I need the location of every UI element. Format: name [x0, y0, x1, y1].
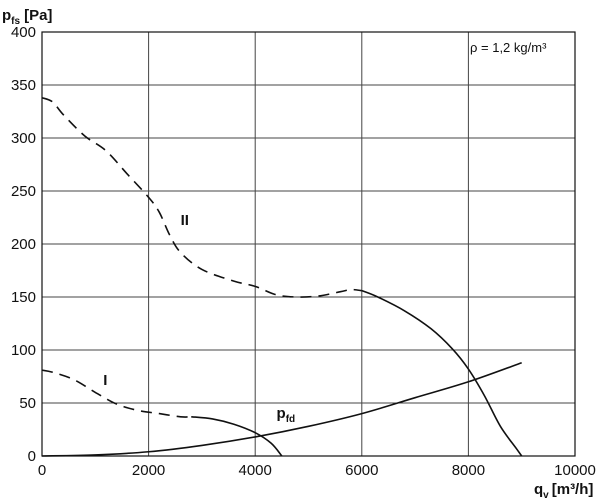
curve-label-main: I — [103, 372, 107, 389]
series-i-dashed — [41, 369, 192, 418]
curve-label-main: II — [181, 212, 189, 229]
y-axis-label-unit: [Pa] — [24, 7, 52, 24]
y-tick-label: 50 — [19, 395, 36, 412]
x-tick-label: 0 — [38, 462, 46, 479]
y-tick-label: 0 — [28, 448, 36, 465]
y-tick-label: 350 — [11, 77, 36, 94]
y-tick-label: 400 — [11, 24, 36, 41]
curve-label-main: p — [277, 405, 286, 422]
x-axis-label-main: q — [534, 481, 543, 498]
plot-frame — [41, 31, 576, 457]
y-axis-label-sub: fs — [11, 16, 20, 27]
series-ii-solid — [361, 289, 523, 457]
x-axis-label: qv [m³/h] — [534, 481, 593, 501]
curve-label: II — [181, 212, 189, 229]
y-tick-label: 100 — [11, 342, 36, 359]
x-tick-label: 10000 — [554, 462, 596, 479]
series-ii-dashed — [41, 96, 362, 298]
y-tick-label: 150 — [11, 289, 36, 306]
y-axis-label-main: p — [2, 7, 11, 24]
grid — [42, 32, 575, 456]
y-tick-label: 300 — [11, 130, 36, 147]
x-tick-label: 4000 — [239, 462, 272, 479]
series-layer — [41, 96, 523, 457]
x-tick-label: 6000 — [345, 462, 378, 479]
x-axis-label-unit: [m³/h] — [552, 481, 594, 498]
y-tick-label: 200 — [11, 236, 36, 253]
curve-label: I — [103, 372, 107, 389]
x-tick-label: 2000 — [132, 462, 165, 479]
series-p-fd-solid — [41, 361, 522, 457]
curve-label: pfd — [277, 405, 296, 425]
y-axis-label: pfs [Pa] — [2, 7, 52, 27]
curve-label-sub: fd — [286, 414, 295, 425]
density-annotation: ρ = 1,2 kg/m³ — [470, 40, 547, 55]
x-tick-label: 8000 — [452, 462, 485, 479]
series-i-solid — [191, 415, 283, 457]
x-axis-label-sub: v — [543, 490, 549, 501]
y-tick-label: 250 — [11, 183, 36, 200]
